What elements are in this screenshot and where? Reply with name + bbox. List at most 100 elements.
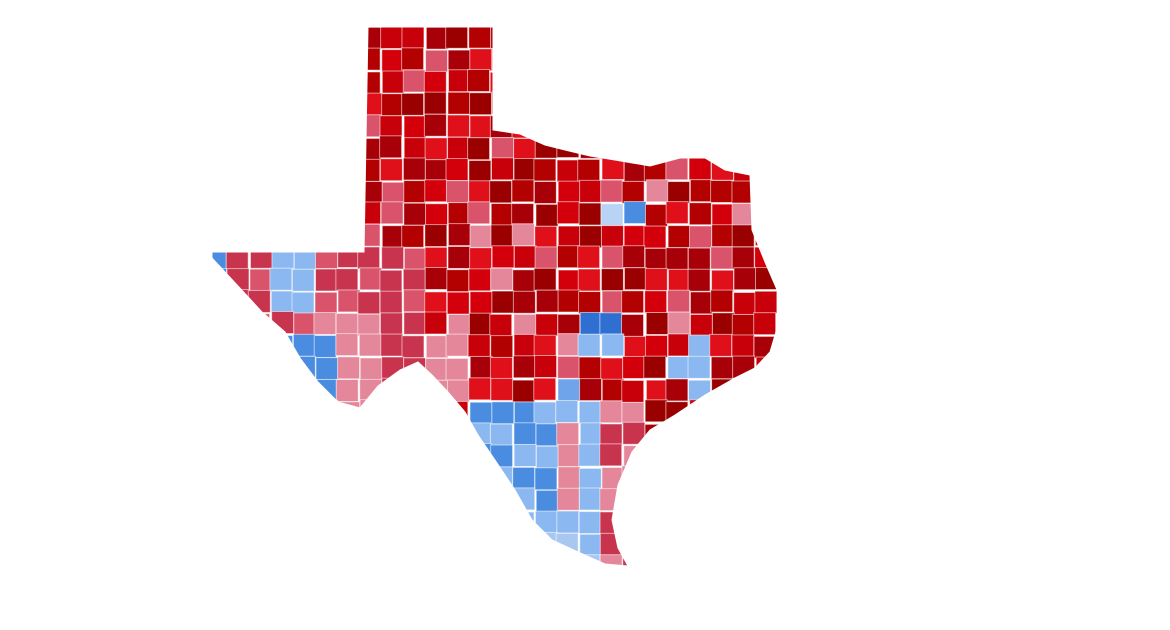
county: [535, 489, 559, 513]
county: [533, 180, 557, 204]
county: [469, 115, 493, 139]
county: [513, 313, 537, 337]
county: [556, 201, 580, 225]
county: [425, 27, 449, 50]
county: [490, 157, 514, 181]
county: [709, 333, 733, 357]
county: [645, 179, 669, 203]
county: [445, 158, 469, 182]
county: [469, 92, 493, 116]
county: [447, 91, 471, 115]
county: [689, 313, 713, 337]
county: [667, 268, 691, 292]
county: [424, 267, 448, 291]
county: [578, 467, 602, 491]
county: [623, 201, 647, 225]
county: [380, 27, 404, 50]
county: [512, 355, 536, 379]
county: [665, 247, 689, 271]
county: [667, 356, 691, 380]
county: [667, 311, 691, 335]
county: [335, 268, 359, 292]
county: [403, 115, 427, 139]
county: [511, 179, 535, 203]
county: [645, 311, 669, 335]
county: [710, 289, 734, 313]
county: [557, 225, 581, 249]
county: [601, 245, 625, 269]
county: [667, 333, 691, 357]
county: [315, 357, 339, 381]
county: [579, 311, 603, 335]
county: [402, 157, 426, 181]
county: [623, 335, 647, 359]
state-outline: [211, 26, 779, 567]
county: [469, 247, 493, 271]
county: [557, 333, 581, 357]
county: [623, 225, 647, 249]
county: [512, 290, 536, 314]
county: [557, 269, 581, 293]
county: [534, 355, 558, 379]
county: [667, 225, 691, 249]
county: [425, 49, 449, 73]
county: [445, 357, 469, 381]
county: [379, 312, 403, 336]
county: [711, 312, 735, 336]
county: [489, 356, 513, 380]
county: [644, 247, 668, 271]
county: [688, 334, 712, 358]
county: [578, 356, 602, 380]
county: [381, 225, 405, 249]
county: [424, 311, 448, 335]
county: [512, 466, 536, 490]
county: [401, 47, 425, 71]
county: [621, 290, 645, 314]
county: [601, 290, 625, 314]
county: [621, 180, 645, 204]
county: [379, 158, 403, 182]
county: [689, 225, 713, 249]
county: [468, 27, 492, 49]
county: [402, 69, 426, 93]
county: [424, 224, 448, 248]
county: [270, 290, 294, 314]
county: [687, 355, 711, 379]
county: [423, 91, 447, 115]
county: [578, 400, 602, 424]
county: [577, 158, 601, 182]
county: [447, 223, 471, 247]
county: [357, 291, 381, 315]
county: [423, 113, 447, 137]
county: [711, 224, 735, 248]
county: [645, 334, 669, 358]
county: [447, 136, 471, 160]
county: [445, 180, 469, 204]
county: [490, 267, 514, 291]
county: [535, 289, 559, 313]
county: [733, 292, 757, 315]
county: [731, 246, 755, 270]
county: [534, 225, 558, 249]
county: [469, 291, 493, 315]
county: [710, 356, 734, 380]
county: [467, 137, 491, 161]
county: [533, 158, 557, 182]
county: [513, 245, 537, 269]
county: [579, 378, 603, 402]
county: [489, 313, 513, 337]
county: [600, 268, 624, 292]
county: [512, 379, 536, 403]
county: [557, 466, 581, 490]
county: [468, 377, 492, 401]
county: [381, 49, 405, 73]
county: [402, 268, 426, 292]
county: [621, 313, 645, 337]
county: [335, 333, 359, 357]
county: [379, 115, 403, 139]
county: [513, 137, 537, 161]
county: [445, 333, 469, 357]
county: [643, 355, 667, 379]
county: [688, 202, 712, 226]
